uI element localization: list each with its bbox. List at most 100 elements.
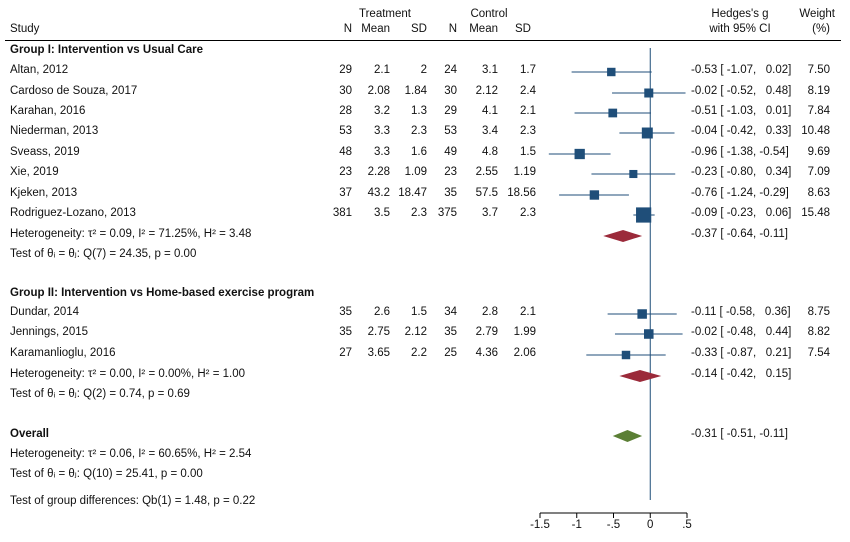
header-control-mean: Mean (469, 23, 498, 35)
header-effect-size: Hedges's g (711, 8, 769, 20)
treatment-n: 27 (339, 347, 352, 359)
weight-value: 8.82 (807, 326, 830, 338)
control-n: 23 (444, 166, 457, 178)
effect-ci-text: -0.33 [ -0.87, 0.21] (691, 347, 792, 359)
control-mean: 3.1 (482, 64, 498, 76)
overall-pooled-ci: -0.31 [ -0.51, -0.11] (691, 428, 788, 440)
control-n: 53 (444, 125, 457, 137)
control-sd: 2.06 (513, 347, 536, 359)
effect-ci-text: -0.04 [ -0.42, 0.33] (691, 125, 792, 137)
control-sd: 18.56 (507, 187, 536, 199)
treatment-sd: 2.12 (404, 326, 427, 338)
header-weight-unit: (%) (812, 23, 830, 35)
treatment-mean: 2.08 (367, 85, 390, 97)
study-name: Altan, 2012 (10, 64, 69, 76)
treatment-mean: 3.2 (374, 105, 390, 117)
effect-ci-text: -0.53 [ -1.07, 0.02] (691, 64, 792, 76)
effect-ci-text: -0.51 [ -1.03, 0.01] (691, 105, 792, 117)
control-sd: 2.4 (520, 85, 536, 97)
header-control-n: N (448, 23, 457, 35)
study-marker (574, 148, 585, 160)
control-n: 35 (444, 187, 457, 199)
treatment-n: 53 (339, 125, 352, 137)
group-2-diamond (619, 370, 662, 382)
control-mean: 2.8 (482, 306, 498, 318)
treatment-sd: 2.2 (411, 347, 427, 359)
control-sd: 1.7 (520, 64, 536, 76)
treatment-n: 30 (339, 85, 352, 97)
group-1-homogeneity-test: Test of θᵢ = θⱼ: Q(7) = 24.35, p = 0.00 (10, 248, 197, 260)
overall-diamond (612, 430, 643, 442)
effect-ci-text: -0.02 [ -0.48, 0.44] (691, 326, 792, 338)
study-name: Niederman, 2013 (10, 125, 99, 137)
control-mean: 2.55 (475, 166, 498, 178)
study-marker (641, 127, 653, 139)
treatment-sd: 2.3 (411, 207, 427, 219)
control-mean: 3.4 (482, 125, 498, 137)
group-2-title: Group II: Intervention vs Home-based exe… (10, 287, 315, 299)
group-1-diamond (603, 230, 643, 242)
study-marker (629, 169, 638, 179)
treatment-mean: 2.6 (374, 306, 390, 318)
treatment-sd: 18.47 (398, 187, 427, 199)
study-marker (589, 190, 600, 200)
treatment-n: 381 (332, 207, 352, 219)
control-n: 34 (444, 306, 457, 318)
treatment-sd: 2 (420, 64, 427, 76)
treatment-mean: 3.5 (374, 207, 390, 219)
control-sd: 2.3 (520, 125, 536, 137)
group-2-homogeneity-test: Test of θᵢ = θⱼ: Q(2) = 0.74, p = 0.69 (10, 388, 190, 400)
control-mean: 2.12 (475, 85, 498, 97)
control-n: 24 (444, 64, 457, 76)
header-treatment-sd: SD (411, 23, 427, 35)
treatment-mean: 43.2 (367, 187, 390, 199)
control-sd: 2.1 (520, 306, 536, 318)
overall-title: Overall (10, 428, 49, 440)
treatment-n: 35 (339, 306, 352, 318)
header-rule (5, 40, 841, 41)
treatment-n: 48 (339, 146, 352, 158)
treatment-sd: 1.3 (411, 105, 427, 117)
control-mean: 2.79 (475, 326, 498, 338)
study-name: Kjeken, 2013 (10, 187, 78, 199)
weight-value: 7.84 (807, 105, 830, 117)
effect-ci-text: -0.11 [ -0.58, 0.36] (691, 306, 791, 318)
effect-ci-text: -0.02 [ -0.52, 0.48] (691, 85, 792, 97)
group-2-pooled-ci: -0.14 [ -0.42, 0.15] (691, 368, 792, 380)
x-tick-label: -1 (571, 519, 582, 531)
effect-ci-text: -0.23 [ -0.80, 0.34] (691, 166, 792, 178)
x-tick-label: -1.5 (530, 519, 550, 531)
x-tick-label: -.5 (606, 519, 621, 531)
header-ci: with 95% CI (709, 23, 771, 35)
overall-homogeneity-test: Test of θᵢ = θⱼ: Q(10) = 25.41, p = 0.00 (10, 468, 203, 480)
control-sd: 1.99 (513, 326, 536, 338)
group-1-heterogeneity: Heterogeneity: τ² = 0.09, I² = 71.25%, H… (10, 228, 252, 240)
study-name: Jennings, 2015 (10, 326, 89, 338)
treatment-sd: 1.09 (404, 166, 427, 178)
weight-value: 10.48 (801, 125, 830, 137)
treatment-mean: 2.1 (374, 64, 390, 76)
treatment-sd: 1.5 (411, 306, 427, 318)
effect-ci-text: -0.96 [ -1.38, -0.54] (691, 146, 789, 158)
control-sd: 2.3 (520, 207, 536, 219)
study-name: Karamanlioglu, 2016 (10, 347, 116, 359)
control-n: 25 (444, 347, 457, 359)
weight-value: 8.63 (807, 187, 830, 199)
group-1-pooled-ci: -0.37 [ -0.64, -0.11] (691, 228, 788, 240)
weight-value: 8.75 (807, 306, 830, 318)
header-study: Study (10, 23, 40, 35)
treatment-n: 23 (339, 166, 352, 178)
header-treatment-n: N (343, 23, 352, 35)
study-marker (608, 108, 618, 118)
group-differences-test: Test of group differences: Qb(1) = 1.48,… (10, 495, 256, 507)
control-mean: 4.36 (475, 347, 498, 359)
study-name: Karahan, 2016 (10, 105, 86, 117)
treatment-mean: 3.65 (367, 347, 390, 359)
treatment-mean: 2.28 (367, 166, 390, 178)
weight-value: 8.19 (807, 85, 830, 97)
treatment-mean: 3.3 (374, 146, 390, 158)
weight-value: 7.09 (807, 166, 830, 178)
control-n: 35 (444, 326, 457, 338)
weight-value: 7.50 (807, 64, 830, 76)
study-name: Dundar, 2014 (10, 306, 80, 318)
